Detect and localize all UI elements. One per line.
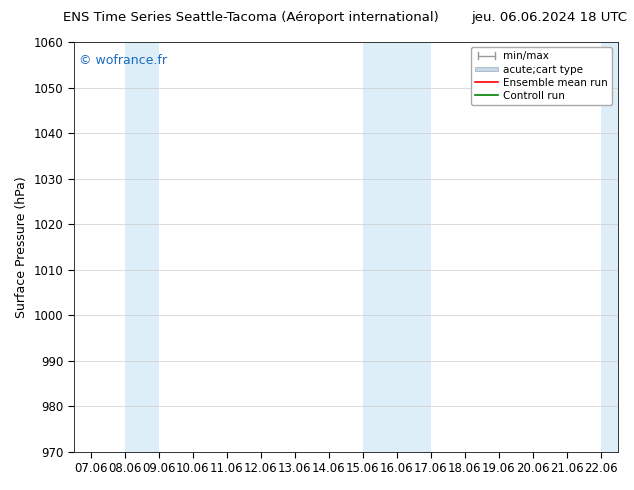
Text: jeu. 06.06.2024 18 UTC: jeu. 06.06.2024 18 UTC [472, 11, 628, 24]
Legend: min/max, acute;cart type, Ensemble mean run, Controll run: min/max, acute;cart type, Ensemble mean … [471, 47, 612, 105]
Text: © wofrance.fr: © wofrance.fr [79, 54, 167, 67]
Bar [125, 42, 158, 452]
Y-axis label: Surface Pressure (hPa): Surface Pressure (hPa) [15, 176, 28, 318]
Bar [600, 42, 621, 452]
Bar [363, 42, 430, 452]
Text: ENS Time Series Seattle-Tacoma (Aéroport international): ENS Time Series Seattle-Tacoma (Aéroport… [63, 11, 439, 24]
